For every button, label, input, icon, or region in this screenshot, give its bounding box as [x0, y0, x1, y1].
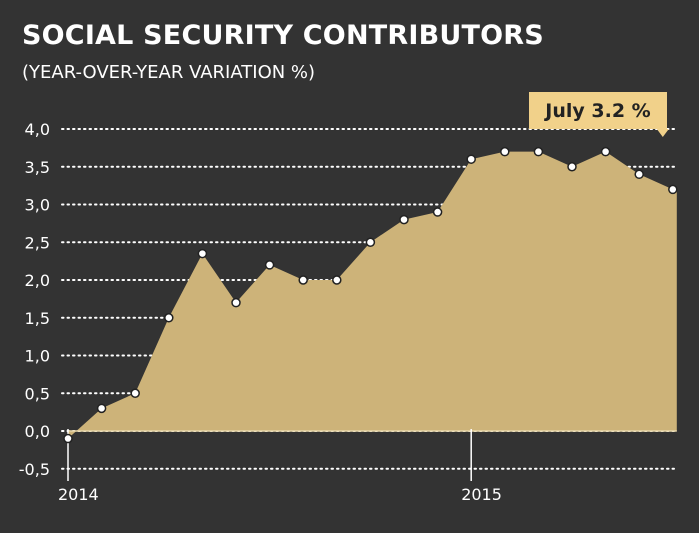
y-tick-label: 0,5	[25, 384, 50, 403]
y-tick-label: 4,0	[25, 120, 50, 139]
y-tick-label: 2,0	[25, 271, 50, 290]
y-tick-label: 0,0	[25, 422, 50, 441]
y-tick-label: 3,0	[25, 196, 50, 215]
data-point	[231, 297, 241, 308]
data-point	[634, 169, 644, 180]
data-point	[264, 260, 275, 270]
data-point	[332, 275, 342, 285]
x-tick-label: 2015	[461, 485, 502, 504]
data-point	[466, 154, 476, 164]
data-point	[600, 146, 611, 157]
data-point	[567, 162, 577, 172]
callout-box	[529, 92, 669, 137]
data-point	[365, 237, 376, 247]
data-point	[500, 146, 510, 157]
x-axis-ticks: 2014 2015	[58, 429, 502, 504]
area-series	[68, 151, 677, 439]
data-point	[668, 184, 678, 195]
data-point	[298, 275, 308, 285]
callout-label: July 3.2 %	[543, 100, 650, 122]
data-point	[533, 146, 544, 157]
data-point	[96, 403, 107, 414]
data-point	[197, 248, 208, 259]
callout: July 3.2 %	[529, 92, 669, 137]
x-tick-label: 2014	[58, 485, 99, 504]
chart-subtitle: (YEAR-OVER-YEAR VARIATION %)	[22, 62, 316, 83]
data-point	[432, 207, 443, 217]
y-tick-label: -0,5	[19, 460, 50, 479]
data-points	[63, 146, 678, 444]
data-point	[399, 214, 409, 225]
y-tick-label: 1,5	[25, 309, 50, 328]
data-point	[164, 313, 174, 323]
data-point	[130, 388, 140, 398]
y-axis-ticks: -0,5 0,0 0,5 1,0 1,5 2,0 2,5 3,0 3,5 4,0	[19, 120, 50, 479]
y-tick-label: 1,0	[25, 347, 50, 366]
chart-title: SOCIAL SECURITY CONTRIBUTORS	[22, 20, 544, 51]
area-fill	[68, 151, 677, 439]
data-point	[63, 433, 73, 444]
y-tick-label: 2,5	[25, 233, 50, 252]
y-tick-label: 3,5	[25, 158, 50, 177]
